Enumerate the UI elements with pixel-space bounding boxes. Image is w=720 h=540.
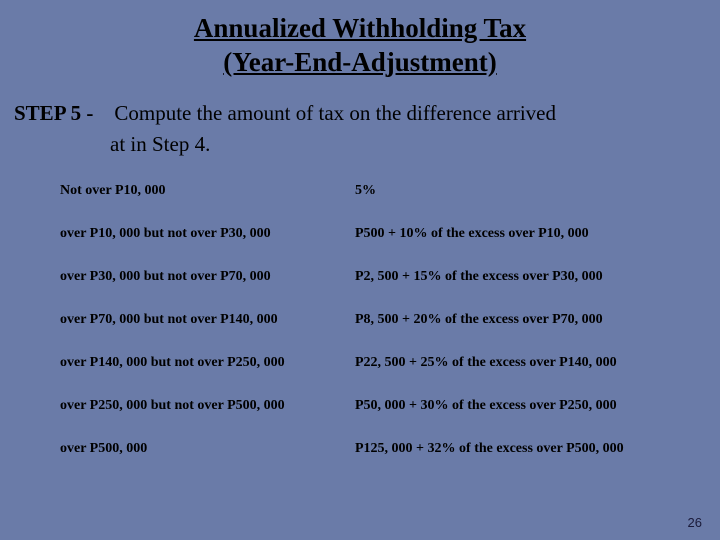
table-row: over P30, 000 but not over P70, 000 xyxy=(60,269,355,285)
step-label: STEP 5 - xyxy=(14,101,93,125)
table-row: over P70, 000 but not over P140, 000 xyxy=(60,312,355,328)
table-row: P8, 500 + 20% of the excess over P70, 00… xyxy=(355,312,660,328)
tax-table: Not over P10, 000 5% over P10, 000 but n… xyxy=(60,183,660,457)
table-row: 5% xyxy=(355,183,660,199)
table-row: over P10, 000 but not over P30, 000 xyxy=(60,226,355,242)
table-row: Not over P10, 000 xyxy=(60,183,355,199)
table-row: over P250, 000 but not over P500, 000 xyxy=(60,398,355,414)
table-row: over P140, 000 but not over P250, 000 xyxy=(60,355,355,371)
title-line-2: (Year-End-Adjustment) xyxy=(0,46,720,80)
table-row: P22, 500 + 25% of the excess over P140, … xyxy=(355,355,660,371)
step-text-line2: at in Step 4. xyxy=(14,129,706,161)
slide-title: Annualized Withholding Tax (Year-End-Adj… xyxy=(0,0,720,80)
table-row: P50, 000 + 30% of the excess over P250, … xyxy=(355,398,660,414)
table-row: P125, 000 + 32% of the excess over P500,… xyxy=(355,441,660,457)
table-row: P2, 500 + 15% of the excess over P30, 00… xyxy=(355,269,660,285)
step-description: STEP 5 - Compute the amount of tax on th… xyxy=(0,80,720,161)
table-row: over P500, 000 xyxy=(60,441,355,457)
table-row: P500 + 10% of the excess over P10, 000 xyxy=(355,226,660,242)
page-number: 26 xyxy=(688,515,702,530)
step-text-line1: Compute the amount of tax on the differe… xyxy=(114,101,556,125)
title-line-1: Annualized Withholding Tax xyxy=(0,12,720,46)
